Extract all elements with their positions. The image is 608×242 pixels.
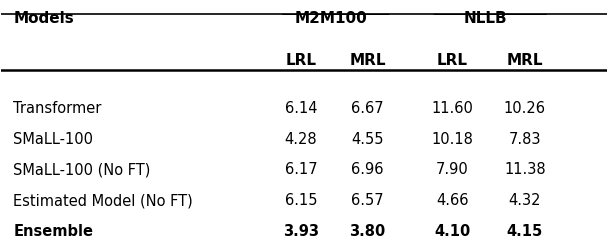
Text: LRL: LRL bbox=[437, 53, 468, 68]
Text: Models: Models bbox=[13, 10, 74, 25]
Text: 6.14: 6.14 bbox=[285, 101, 317, 116]
Text: 6.57: 6.57 bbox=[351, 193, 384, 208]
Text: M2M100: M2M100 bbox=[295, 10, 368, 25]
Text: MRL: MRL bbox=[350, 53, 386, 68]
Text: 4.28: 4.28 bbox=[285, 132, 317, 146]
Text: 6.15: 6.15 bbox=[285, 193, 317, 208]
Text: 6.17: 6.17 bbox=[285, 162, 317, 177]
Text: 4.10: 4.10 bbox=[434, 224, 471, 239]
Text: 4.32: 4.32 bbox=[509, 193, 541, 208]
Text: 11.38: 11.38 bbox=[504, 162, 546, 177]
Text: Transformer: Transformer bbox=[13, 101, 102, 116]
Text: MRL: MRL bbox=[506, 53, 543, 68]
Text: 4.55: 4.55 bbox=[351, 132, 384, 146]
Text: 11.60: 11.60 bbox=[431, 101, 473, 116]
Text: Ensemble: Ensemble bbox=[13, 224, 94, 239]
Text: 4.15: 4.15 bbox=[507, 224, 543, 239]
Text: 6.67: 6.67 bbox=[351, 101, 384, 116]
Text: 6.96: 6.96 bbox=[351, 162, 384, 177]
Text: Estimated Model (No FT): Estimated Model (No FT) bbox=[13, 193, 193, 208]
Text: SMaLL-100: SMaLL-100 bbox=[13, 132, 94, 146]
Text: LRL: LRL bbox=[286, 53, 317, 68]
Text: 10.26: 10.26 bbox=[504, 101, 546, 116]
Text: NLLB: NLLB bbox=[464, 10, 508, 25]
Text: 4.66: 4.66 bbox=[436, 193, 469, 208]
Text: SMaLL-100 (No FT): SMaLL-100 (No FT) bbox=[13, 162, 151, 177]
Text: 3.93: 3.93 bbox=[283, 224, 319, 239]
Text: 3.80: 3.80 bbox=[350, 224, 385, 239]
Text: 7.90: 7.90 bbox=[436, 162, 469, 177]
Text: 7.83: 7.83 bbox=[509, 132, 541, 146]
Text: 10.18: 10.18 bbox=[431, 132, 473, 146]
